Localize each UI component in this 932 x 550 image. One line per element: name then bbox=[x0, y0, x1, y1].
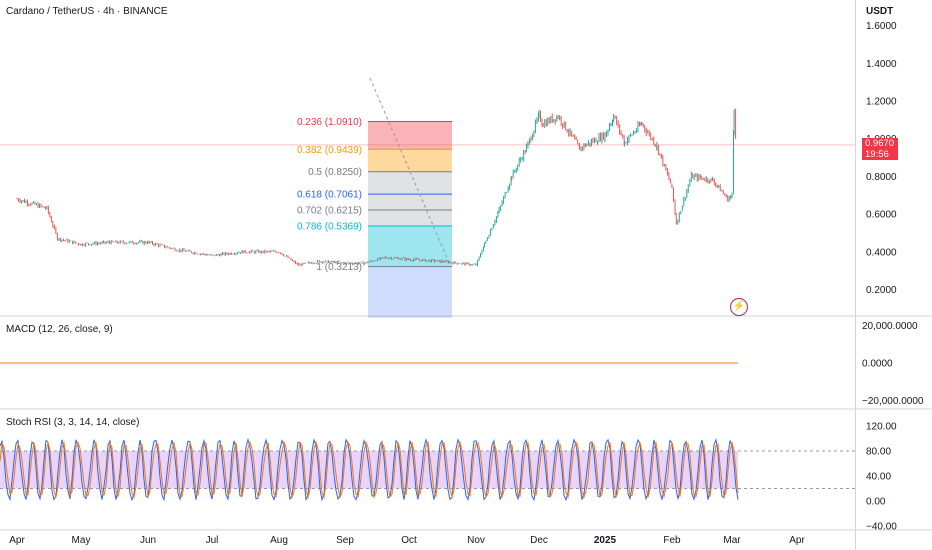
time-tick-label: May bbox=[72, 535, 91, 546]
symbol-title: Cardano / TetherUS · 4h · BINANCE bbox=[6, 6, 168, 17]
time-tick-label: Mar bbox=[723, 535, 741, 546]
fib-level-label: 1 (0.3213) bbox=[316, 262, 362, 273]
fib-band bbox=[368, 149, 452, 172]
price-tick-label: 0.2000 bbox=[866, 285, 897, 296]
stoch-d-line bbox=[0, 440, 739, 500]
price-tick-label: 0.8000 bbox=[866, 172, 897, 183]
stoch-k-line bbox=[0, 437, 739, 502]
fib-level-label: 0.236 (1.0910) bbox=[297, 117, 362, 128]
price-tick-label: 1.6000 bbox=[866, 21, 897, 32]
fib-level-label: 0.702 (0.6215) bbox=[297, 206, 362, 217]
price-tick-label: 0.4000 bbox=[866, 247, 897, 258]
time-tick-label: Oct bbox=[401, 535, 417, 546]
time-tick-label: 2025 bbox=[594, 535, 617, 546]
stoch-tick-label: 40.00 bbox=[866, 472, 891, 483]
fib-level-label: 0.618 (0.7061) bbox=[297, 190, 362, 201]
time-tick-label: Aug bbox=[270, 535, 288, 546]
stoch-tick-label: −40.00 bbox=[866, 522, 897, 533]
time-tick-label: Dec bbox=[530, 535, 548, 546]
macd-tick-label: −20,000.0000 bbox=[862, 396, 924, 407]
time-tick-label: Apr bbox=[9, 535, 25, 546]
price-tick-label: 0.6000 bbox=[866, 210, 897, 221]
time-tick-label: Apr bbox=[789, 535, 805, 546]
macd-tick-label: 0.0000 bbox=[862, 359, 893, 370]
price-tick-label: 1.2000 bbox=[866, 97, 897, 108]
current-price-value: 0.9670 bbox=[865, 138, 895, 149]
fib-level-label: 0.382 (0.9439) bbox=[297, 145, 362, 156]
bar-countdown: 19:56 bbox=[865, 149, 889, 160]
stoch-tick-label: 120.00 bbox=[866, 422, 897, 433]
fib-band bbox=[368, 210, 452, 226]
fib-band bbox=[368, 194, 452, 211]
fib-level-label: 0.5 (0.8250) bbox=[308, 167, 362, 178]
time-tick-label: Feb bbox=[663, 535, 681, 546]
currency-label[interactable]: USDT bbox=[866, 6, 894, 17]
stoch-tick-label: 0.00 bbox=[866, 497, 886, 508]
stoch-rsi-title: Stoch RSI (3, 3, 14, 14, close) bbox=[6, 417, 140, 428]
fib-band bbox=[368, 171, 452, 195]
time-tick-label: Jul bbox=[206, 535, 219, 546]
fib-trend-line bbox=[369, 77, 451, 266]
fib-band bbox=[368, 266, 452, 318]
time-tick-label: Nov bbox=[467, 535, 485, 546]
lightning-bolt-icon[interactable]: ⚡ bbox=[730, 298, 748, 316]
macd-title: MACD (12, 26, close, 9) bbox=[6, 324, 113, 335]
time-tick-label: Sep bbox=[336, 535, 354, 546]
stoch-tick-label: 80.00 bbox=[866, 447, 891, 458]
fib-level-label: 0.786 (0.5369) bbox=[297, 221, 362, 232]
macd-tick-label: 20,000.0000 bbox=[862, 321, 918, 332]
price-tick-label: 1.4000 bbox=[866, 59, 897, 70]
current-price-label: 0.9670 19:56 bbox=[862, 138, 898, 160]
time-tick-label: Jun bbox=[140, 535, 156, 546]
